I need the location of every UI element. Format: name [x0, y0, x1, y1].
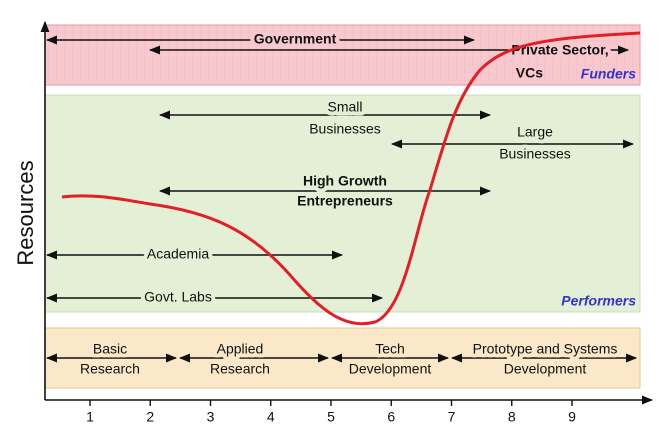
x-tick-label: 8: [508, 409, 516, 425]
phase-label: Basic: [93, 341, 127, 357]
label: Academia: [147, 246, 209, 262]
label: High Growth: [303, 173, 387, 189]
x-tick-label: 6: [387, 409, 395, 425]
x-tick-label: 1: [86, 409, 94, 425]
x-tick-label: 3: [207, 409, 215, 425]
phase-label: Tech: [375, 341, 405, 357]
x-tick-label: 9: [568, 409, 576, 425]
label: Small: [327, 99, 362, 115]
band-label: Funders: [581, 66, 636, 82]
band-label: Performers: [561, 293, 636, 309]
label: Entrepreneurs: [297, 193, 393, 209]
funders-band: [44, 24, 641, 86]
label: Businesses: [499, 146, 571, 162]
phase-label: Applied: [217, 341, 264, 357]
label: Businesses: [309, 121, 381, 137]
y-axis-label: Resources: [13, 160, 38, 265]
label: Government: [254, 31, 337, 47]
label: Govt. Labs: [144, 289, 212, 305]
label: Large: [517, 124, 553, 140]
x-tick-label: 4: [267, 409, 275, 425]
label: VCs: [516, 65, 543, 81]
phase-label: Development: [504, 361, 587, 377]
phase-label: Research: [210, 361, 270, 377]
phase-label: Development: [349, 361, 432, 377]
x-tick-label: 5: [327, 409, 335, 425]
phase-label: Prototype and Systems: [473, 341, 618, 357]
x-tick-label: 7: [448, 409, 456, 425]
phase-label: Research: [80, 361, 140, 377]
curve: [61, 31, 641, 326]
x-tick-label: 2: [146, 409, 154, 425]
